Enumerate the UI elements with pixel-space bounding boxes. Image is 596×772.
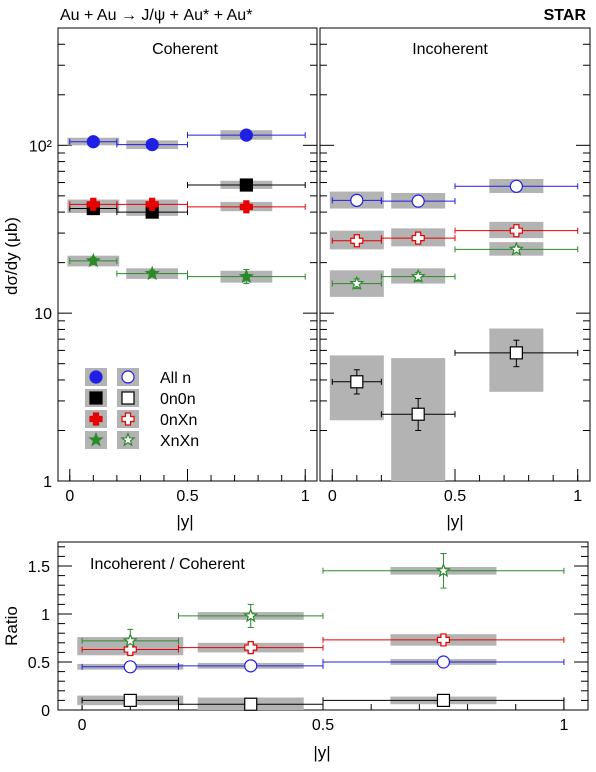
x-tick-label: 0 (78, 717, 87, 734)
data-point-0nxn (411, 231, 425, 245)
ratio-x-label: |y| (313, 743, 330, 762)
reaction-title: Au + Au → J/ψ + Au* + Au* (60, 7, 252, 24)
data-point-all-n (86, 135, 100, 149)
legend-label: All n (160, 370, 191, 387)
legend-marker-open (121, 391, 135, 405)
ratio-y-label: Ratio (2, 606, 21, 646)
x-tick-label: 0.5 (312, 717, 334, 734)
data-point-0n0n (239, 178, 253, 192)
data-point-0nxn (509, 224, 523, 238)
data-point-xnxn (243, 607, 259, 623)
data-point-all-n (244, 659, 258, 673)
x-tick-label: 0 (65, 488, 74, 505)
data-point-0n0n (509, 346, 523, 360)
data-point-0n0n (244, 697, 258, 711)
x-tick-label: 1 (559, 717, 568, 734)
ratio-panel: Incoherent / Coherent 0 0.5 1 0 0.5 1 1.5 Rati… (2, 541, 589, 762)
data-point-all-n (509, 179, 523, 193)
data-point-all-n (411, 194, 425, 208)
data-point-xnxn (349, 275, 365, 291)
data-point-all-n (123, 660, 137, 674)
incoherent-panel: Incoherent 0 0.5 1 |y| (319, 27, 591, 531)
data-point-xnxn (410, 268, 426, 284)
x-tick-label: 1 (301, 488, 310, 505)
experiment-label: STAR (544, 7, 587, 24)
legend-label: XnXn (160, 433, 199, 450)
legend-marker-filled (89, 412, 103, 426)
data-point-0n0n (436, 693, 451, 708)
legend-marker-open (121, 412, 135, 426)
data-point-all-n (436, 655, 451, 669)
incoherent-x-label: |y| (446, 512, 463, 531)
legend-label: 0nXn (160, 412, 197, 429)
y-tick-label: 1.5 (28, 559, 50, 576)
legend-marker-filled (88, 432, 104, 447)
ratio-title: Incoherent / Coherent (90, 556, 245, 573)
data-point-0nxn (145, 197, 159, 211)
data-point-0nxn (244, 640, 258, 655)
data-point-0n0n (123, 693, 137, 708)
data-point-all-n (239, 128, 253, 142)
coherent-panel: Coherent 0 0.5 1 1 10 10² dσ/dy (μb) |y| (2, 27, 318, 531)
legend-marker-open (120, 432, 136, 447)
x-tick-label: 1 (573, 488, 582, 505)
data-point-all-n (350, 193, 364, 207)
data-point-0n0n (350, 375, 364, 389)
data-point-xnxn (435, 562, 452, 578)
data-point-0nxn (239, 200, 253, 214)
y-axis-label: dσ/dy (μb) (2, 217, 21, 295)
legend: All n 0n0n 0nXn XnXn (85, 368, 199, 450)
incoherent-title: Incoherent (412, 41, 488, 58)
data-point-xnxn (85, 252, 101, 268)
y-tick-label: 10² (29, 138, 53, 155)
data-point-xnxn (508, 241, 524, 256)
data-point-0nxn (123, 642, 137, 657)
data-point-0nxn (436, 633, 451, 647)
legend-label: 0n0n (160, 391, 196, 408)
coherent-title: Coherent (152, 41, 218, 58)
x-tick-label: 0.5 (444, 488, 466, 505)
legend-marker-open (121, 370, 135, 384)
x-tick-label: 0 (328, 488, 337, 505)
y-tick-label: 1 (43, 474, 52, 491)
y-tick-label: 10 (34, 306, 52, 323)
data-point-0nxn (86, 197, 100, 211)
legend-marker-filled (89, 391, 103, 405)
legend-marker-filled (89, 370, 103, 384)
y-tick-label: 0.5 (28, 655, 50, 672)
data-point-0n0n (411, 407, 425, 421)
coherent-x-label: |y| (176, 512, 193, 531)
data-point-0nxn (350, 234, 364, 248)
y-tick-label: 1 (41, 607, 50, 624)
y-tick-label: 0 (41, 703, 50, 720)
x-tick-label: 0.5 (176, 488, 198, 505)
data-point-xnxn (238, 268, 254, 284)
data-point-all-n (145, 137, 159, 152)
data-point-xnxn (144, 265, 160, 281)
data-point-xnxn (122, 632, 138, 648)
